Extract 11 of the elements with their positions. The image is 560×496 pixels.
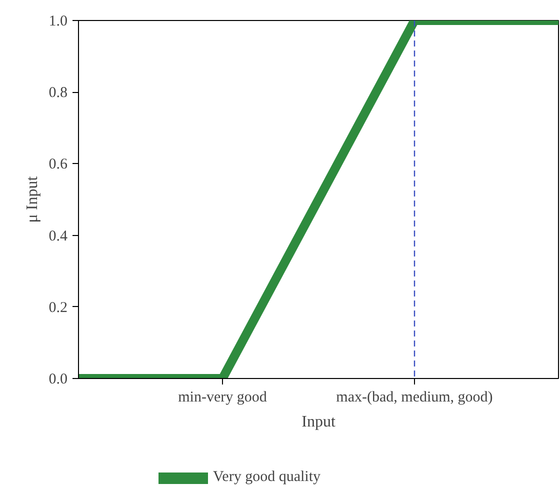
y-tick-label: 0.6 — [48, 156, 68, 173]
y-axis-title: μ Input — [24, 176, 41, 223]
legend-label: Very good quality — [213, 469, 320, 486]
y-tick-label: 0.2 — [48, 300, 68, 316]
y-tick-label: 0.0 — [48, 372, 68, 388]
x-tick-label: min-very good — [178, 390, 268, 406]
y-tick-label: 0.8 — [48, 85, 68, 102]
x-axis-title: Input — [302, 414, 336, 430]
y-tick-label: 0.4 — [48, 228, 68, 244]
y-tick-label: 1.0 — [48, 14, 68, 30]
x-tick-label: max-(bad, medium, good) — [336, 390, 493, 406]
